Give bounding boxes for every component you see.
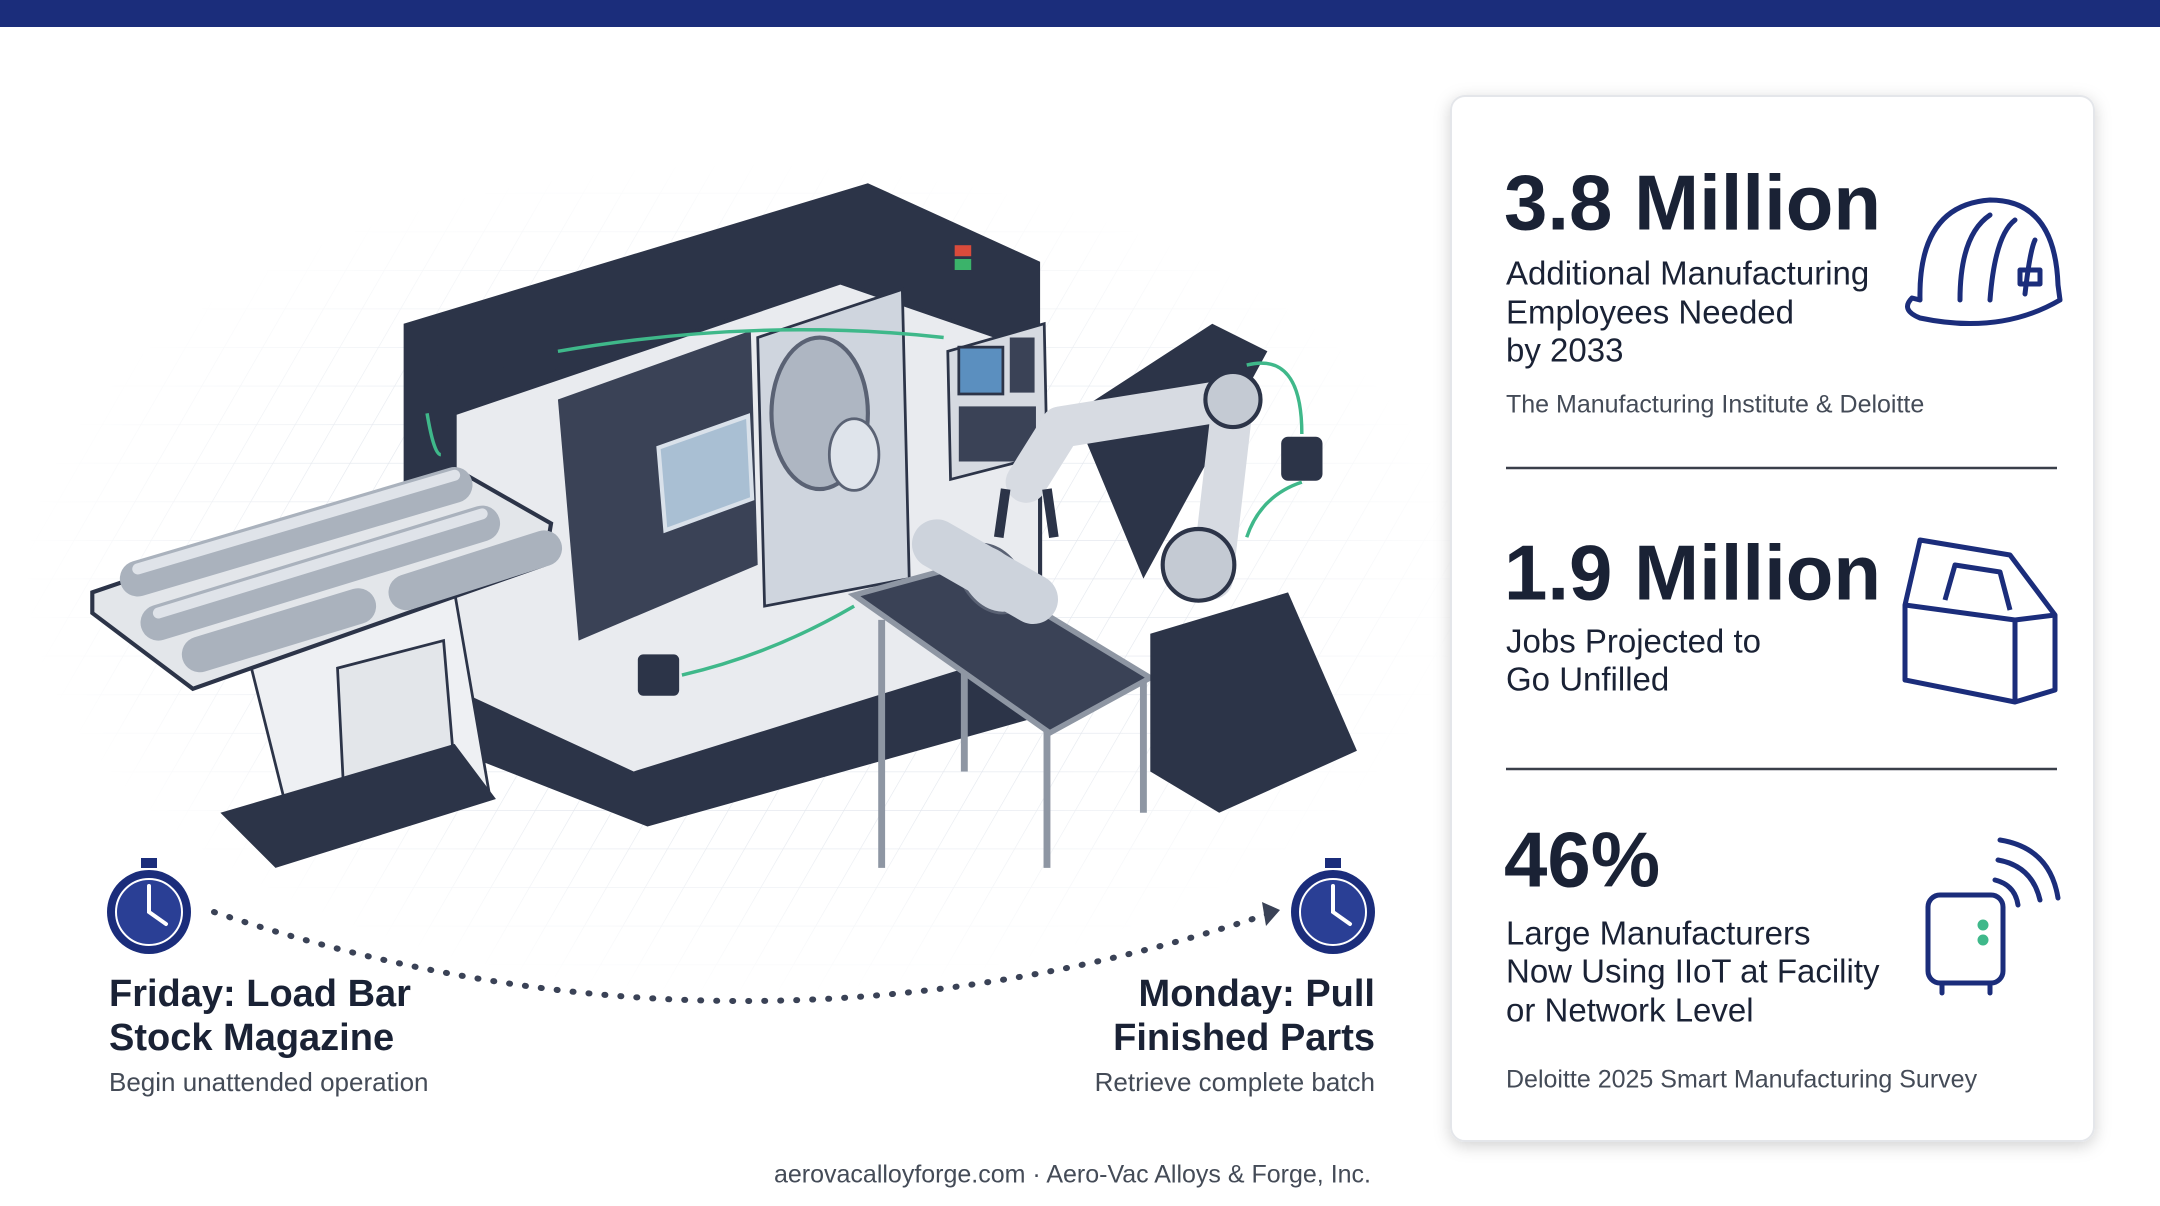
stat-value: 1.9 Million <box>1504 529 1881 617</box>
stat-value: 3.8 Million <box>1504 159 1881 247</box>
stat-source: Deloitte 2025 Smart Manufacturing Survey <box>1506 1066 1978 1094</box>
stat-description: Go Unfilled <box>1506 661 1669 698</box>
footer: aerovacalloyforge.com · Aero-Vac Alloys … <box>774 1161 1371 1189</box>
stat-description: by 2033 <box>1506 332 1623 369</box>
stat-value: 46% <box>1504 816 1660 904</box>
timeline-arrow <box>1262 902 1280 926</box>
timeline-path <box>211 909 1277 1004</box>
timeline-title: Monday: Pull <box>1139 973 1375 1015</box>
top-bar <box>0 0 2160 27</box>
machine-illustration <box>20 158 1468 999</box>
stat-description: Jobs Projected to <box>1506 623 1761 660</box>
timeline-subtitle: Begin unattended operation <box>109 1067 429 1097</box>
stat-description: Additional Manufacturing <box>1506 255 1869 292</box>
stat-description: Large Manufacturers <box>1506 915 1811 952</box>
stats-card <box>1450 95 2095 1142</box>
stat-source: The Manufacturing Institute & Deloitte <box>1506 391 1924 419</box>
stat-description: Employees Needed <box>1506 294 1794 331</box>
timeline-title: Friday: Load Bar <box>109 973 411 1015</box>
clock-icon <box>107 858 191 954</box>
timeline-subtitle: Retrieve complete batch <box>1095 1067 1375 1097</box>
timeline-title: Finished Parts <box>1113 1017 1375 1059</box>
toolbox-icon <box>1902 537 2058 705</box>
iiot-device-icon <box>1925 837 2061 996</box>
clock-icon <box>1291 858 1375 954</box>
hard-hat-icon <box>1905 197 2063 327</box>
stat-description: Now Using IIoT at Facility <box>1506 953 1880 990</box>
timeline-title: Stock Magazine <box>109 1017 394 1059</box>
stat-description: or Network Level <box>1506 992 1754 1029</box>
